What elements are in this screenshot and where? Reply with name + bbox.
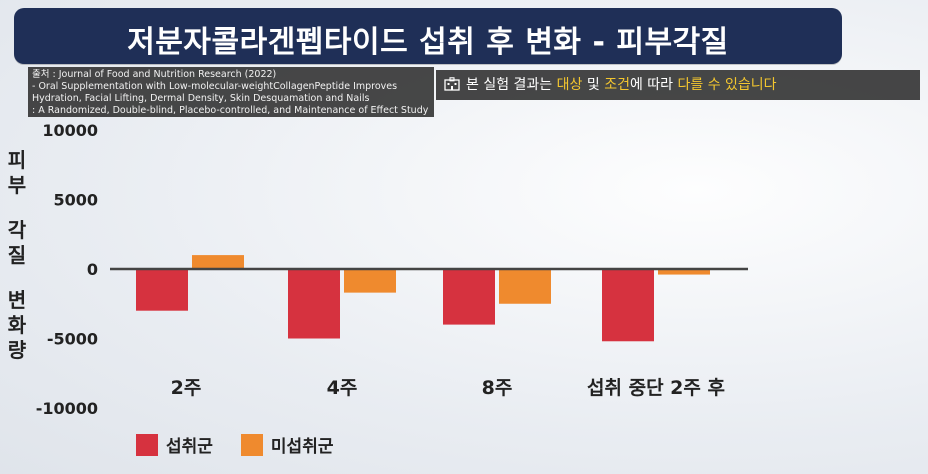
page-title: 저분자콜라겐펩타이드 섭취 후 변화 - 피부각질	[127, 25, 729, 60]
bar-series-2	[658, 269, 710, 275]
y-axis-label-char: 피	[7, 148, 27, 172]
bar-series-1	[443, 269, 495, 325]
y-tick-label: 10000	[42, 121, 98, 140]
legend-label-series-1: 섭취군	[166, 437, 213, 457]
y-axis-label-char: 각	[7, 218, 27, 242]
y-axis-label-char: 변	[7, 288, 27, 312]
notice-highlight-2: 조건	[604, 77, 630, 93]
y-axis-label-char: 량	[7, 338, 27, 362]
title-bar: 저분자콜라겐펩타이드 섭취 후 변화 - 피부각질	[14, 8, 842, 64]
notice-highlight-3: 다를 수 있습니다	[677, 77, 777, 93]
notice-text-3: 에 따라	[629, 77, 678, 93]
disclaimer-notice: 본 실험 결과는 대상 및 조건에 따라 다를 수 있습니다	[436, 70, 920, 100]
legend-label-series-2: 미섭취군	[270, 437, 334, 457]
y-axis-label-char: 질	[7, 243, 27, 267]
y-axis-label-char: 화	[7, 313, 27, 337]
source-citation: 출처 : Journal of Food and Nutrition Resea…	[28, 67, 434, 117]
hospital-icon	[444, 77, 460, 91]
y-tick-label: -5000	[47, 330, 98, 349]
legend-item-series-2: 미섭취군	[240, 432, 334, 457]
bar-series-1	[136, 269, 188, 311]
legend: 섭취군 미섭취군	[136, 432, 353, 457]
notice-text-1: 본 실험 결과는	[466, 77, 557, 93]
y-tick-label: -10000	[36, 399, 98, 418]
y-tick-label: 0	[87, 260, 98, 279]
notice-text-2: 및	[582, 77, 605, 93]
bar-series-1	[288, 269, 340, 339]
y-axis-label-char: 부	[7, 173, 27, 197]
bar-series-2	[344, 269, 396, 293]
bar-series-1	[602, 269, 654, 342]
x-category-label: 4주	[327, 377, 358, 399]
legend-swatch-series-1	[136, 433, 158, 456]
notice-highlight-1: 대상	[556, 77, 583, 93]
legend-item-series-1: 섭취군	[136, 432, 213, 457]
x-category-label: 2주	[171, 377, 202, 399]
y-tick-label: 5000	[53, 191, 98, 210]
x-category-label: 섭취 중단 2주 후	[587, 377, 725, 399]
x-category-label: 8주	[482, 377, 513, 399]
legend-swatch-series-2	[240, 433, 263, 456]
bar-series-2	[192, 255, 244, 269]
bar-series-2	[499, 269, 551, 304]
